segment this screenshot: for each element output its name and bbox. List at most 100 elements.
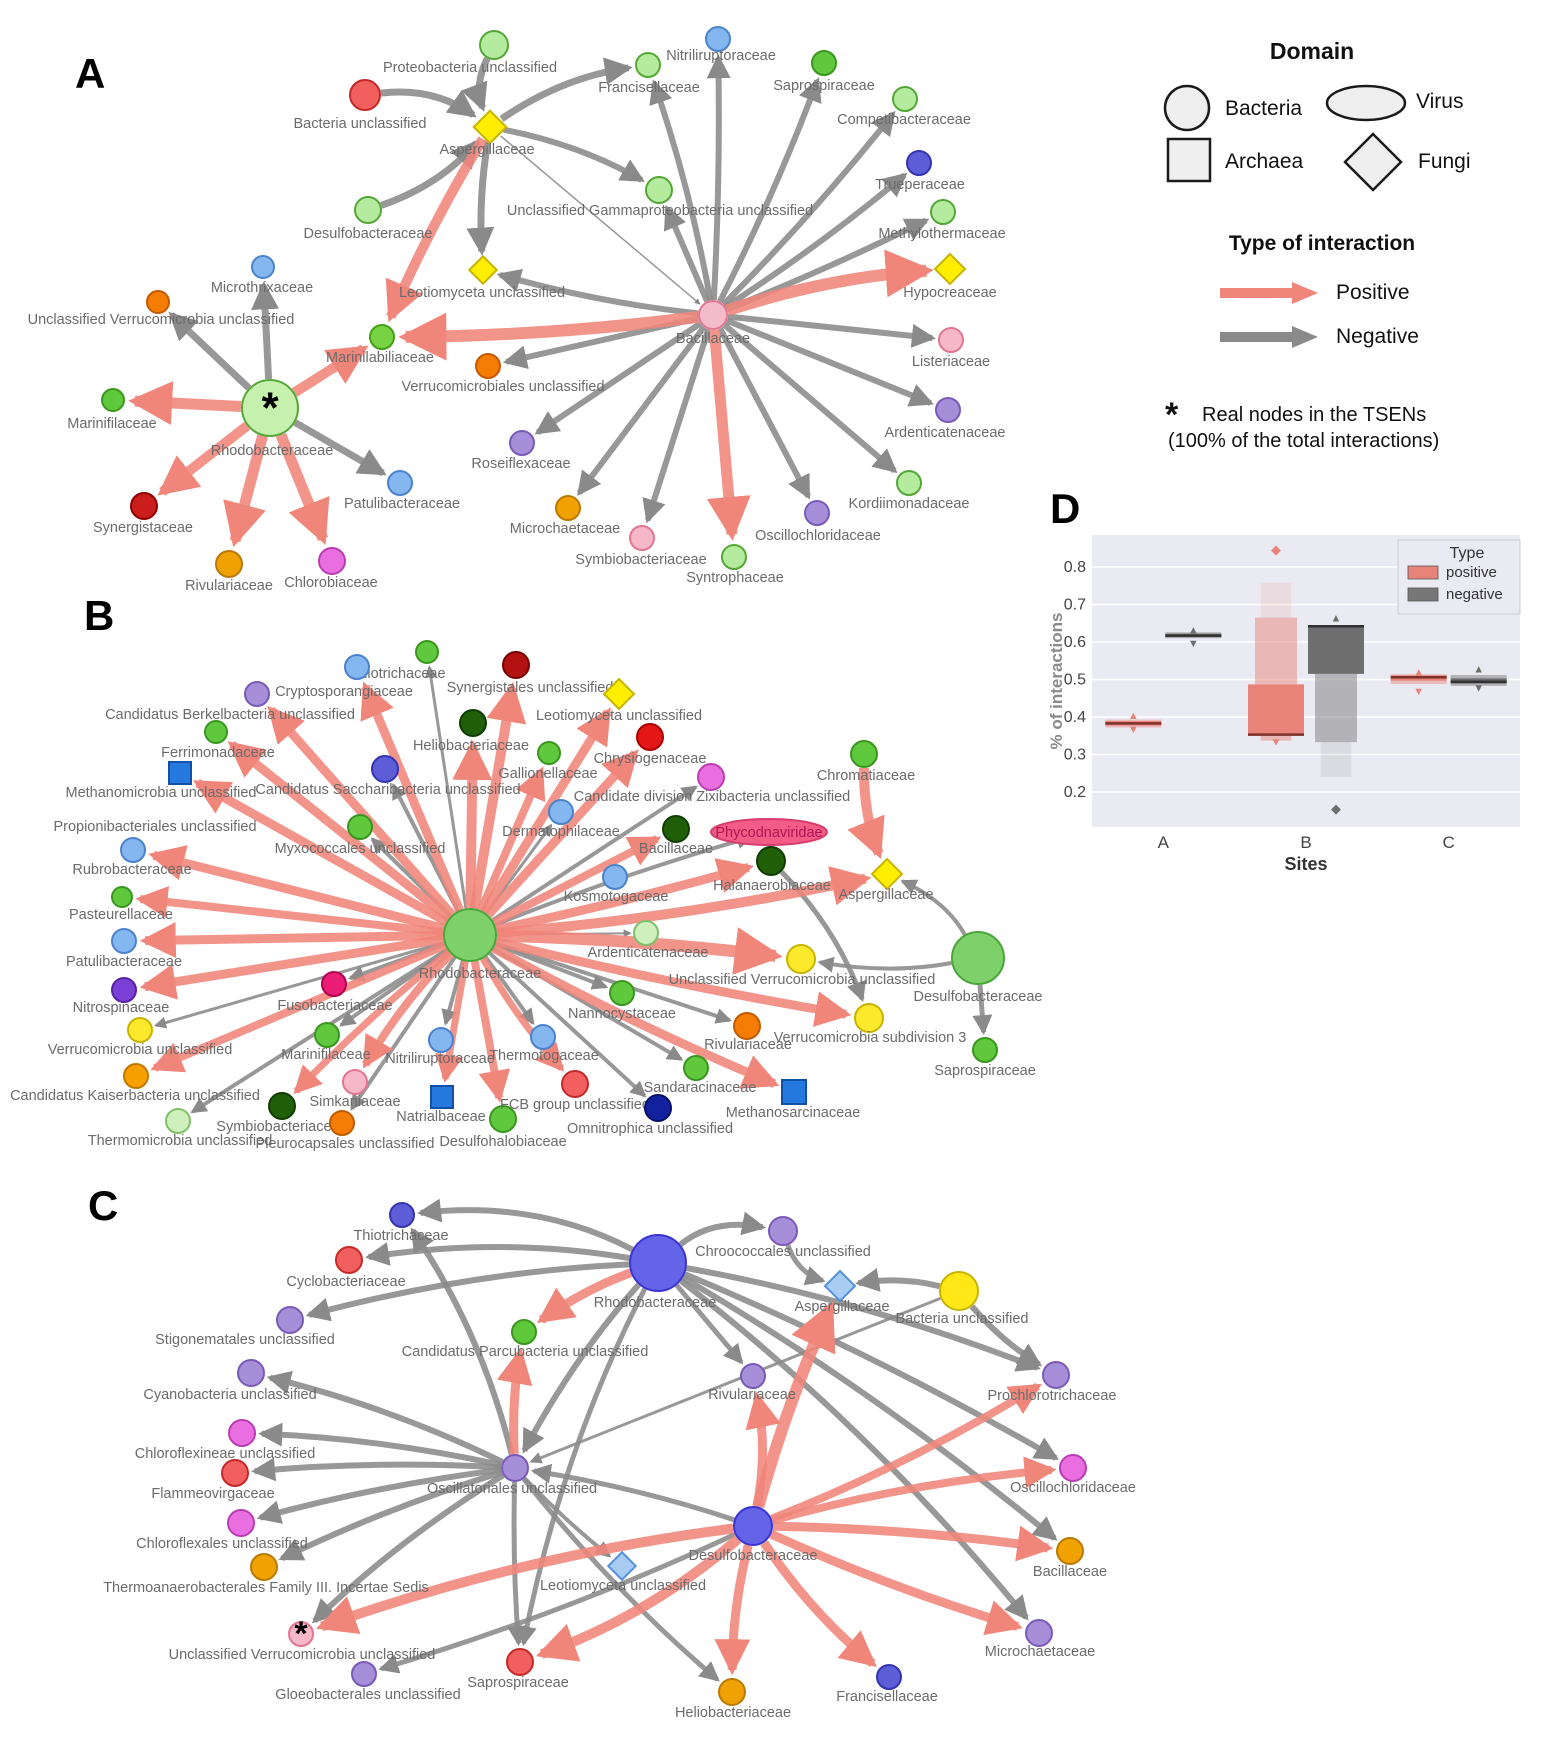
node-label-b_rhodo: Rhodobacteraceae [419,966,542,982]
node-label-c_helio: Heliobacteriaceae [675,1705,791,1721]
node-label-b_omnitro: Omnitrophica unclassified [567,1121,733,1137]
node-label-b_thermotoga: Thermotogaceae [489,1048,599,1064]
node-label-b_bacill: Bacillaceae [639,841,713,857]
node-b_chroma [850,740,878,768]
node-a_oscillo [804,500,830,526]
flier-C-negative: ▲ [1473,663,1484,675]
edge-a_rhodo-a_verruc_uncl [168,311,252,391]
node-b_rubro [111,886,133,908]
edge-b_rhodo-b_ferri [227,741,452,922]
node-b_phyco [710,818,828,846]
x-tick-label: A [1158,833,1170,852]
node-c_oscillatoriales [501,1454,529,1482]
node-a_methylo [930,199,956,225]
flier-B-positive: ▼ [1271,736,1282,748]
chart-legend-swatch-negative [1407,587,1439,602]
node-label-b_thiotrich: Thiotrichaceae [350,666,445,682]
node-label-a_rosei: Roseiflexaceae [471,456,570,472]
legend-note-line2: (100% of the total interactions) [1168,430,1440,452]
boxen-layer-B-positive [1248,684,1304,736]
node-b_crypto [344,654,370,680]
boxen-layer-B-positive [1260,582,1292,618]
flier-A-negative: ▼ [1188,638,1199,650]
node-c_flammeo [221,1459,249,1487]
node-label-b_verruc_uncl: Verrucomicrobia unclassified [48,1042,233,1058]
negative-arrow-icon [1220,326,1318,348]
node-label-c_asperg: Aspergillaceae [794,1299,889,1315]
edge-c_rhodo-c_chroo [678,1211,767,1247]
flier-A-positive: ▲ [1128,710,1139,722]
node-label-b_myxo: Myxococcales unclassified [275,841,446,857]
node-b_berkel [244,681,270,707]
nodes-panel-A: Proteobacteria unclassified Bacteria uncl… [28,26,1006,594]
edge-b_rhodo-b_berkel [267,705,456,918]
node-label-a_chloro: Chlorobiaceae [284,575,378,591]
node-b_sacchari [371,755,399,783]
node-label-b_rivul: Rivulariaceae [704,1037,792,1053]
boxen-layer-B-positive [1260,735,1292,741]
node-a_verruc_uncl [146,290,170,314]
edge-c_desulfo-c_francis [760,1540,877,1667]
node-label-b_leotio: Leotiomyceta unclassified [536,708,702,724]
node-label-c_chloroflexineae: Chloroflexineae unclassified [135,1446,316,1462]
boxen-layer-B-negative [1320,742,1352,777]
node-b_sandara [683,1055,709,1081]
node-label-a_kordii: Kordiimonadaceae [849,496,970,512]
node-a_microthrix [251,255,275,279]
node-b_marinif [314,1022,340,1048]
node-a_nitrili [705,26,731,52]
edge-b_rhodo-b_simkan [361,951,454,1069]
node-b_rhodo [443,908,497,962]
edge-b_desulfo-b_sapro [972,984,993,1036]
node-b_ferri [204,720,228,744]
y-axis-label: % of interactions [1047,613,1066,750]
node-b_nanno [609,980,635,1006]
node-c_oscillochlor [1059,1454,1087,1482]
node-label-c_prochloro: Prochlorotrichaceae [988,1388,1117,1404]
legend-label-positive: Positive [1336,281,1410,304]
node-label-a_patuli: Patulibacteraceae [344,496,460,512]
edge-a_rhodo-a_rivul [223,434,268,548]
node-a_rosei [509,430,535,456]
y-tick-label: 0.3 [1064,747,1086,764]
node-a_bact_uncl [349,79,381,111]
node-b_simkan [342,1069,368,1095]
edge-c_desulfo-c_gloeo [378,1532,736,1674]
node-label-a_competi: Competibacteraceae [837,112,971,128]
node-label-a_synerg: Synergistaceae [93,520,193,536]
node-label-b_halana: Halanaerobiaceae [713,878,831,894]
edge-c_oscillatoriales-c_chloroflexineae [258,1422,502,1468]
node-b_thermotoga [530,1024,556,1050]
node-label-b_verruc_sub3: Verrucomicrobia subdivision 3 [774,1030,967,1046]
legend-note-line1: Real nodes in the TSENs [1202,404,1427,426]
node-label-c_parcub: Candidatus Parcubacteria unclassified [402,1344,649,1360]
edge-a_desulfo-a_asperg [380,139,480,209]
edge-c_rhodo-c_thiotrich [417,1198,634,1253]
edge-c_rhodo-c_rivul [674,1283,744,1365]
edge-c_oscillatoriales-c_flammeo [251,1457,502,1482]
edge-b_rhodo-b_natrial [435,961,469,1083]
edge-b_rhodo-b_verruc_uncl2 [496,927,783,975]
node-label-c_cyano: Cyanobacteria unclassified [143,1387,316,1403]
node-label-b_symbio: Symbiobacteriaceae [216,1119,347,1135]
edge-a_bacill-a_nitrili [706,54,731,301]
node-label-b_fuso: Fusobacteriaceae [277,998,392,1014]
edge-a_bacill-a_leotio [496,268,699,317]
edge-a_bacill-a_francis [649,79,714,301]
node-label-a_marinif: Marinifilaceae [67,416,156,432]
node-label-a_symbio: Symbiobacteriaceae [575,552,706,568]
node-label-c_cyclo: Cyclobacteriaceae [286,1274,405,1290]
node-label-a_lister: Listeriaceae [912,354,990,370]
node-label-a_bacill: Bacillaceae [676,331,750,347]
node-a_syntro [721,544,747,570]
positive-arrow-icon [1220,282,1318,304]
node-b_zixi [697,763,725,791]
node-label-b_ferri: Ferrimonadaceae [161,745,275,761]
edge-c_desulfo-c_microch [769,1530,1023,1636]
node-b_fcb [561,1070,589,1098]
node-a_competi [892,86,918,112]
edge-c_oscillatoriales-c_cyano [266,1370,504,1465]
node-label-a_verruc_uncl: Unclassified Verrucomicrobia unclassifie… [28,312,295,328]
edge-a_bacill-a_oscillo [717,326,811,500]
node-a_rhodo [241,379,299,437]
